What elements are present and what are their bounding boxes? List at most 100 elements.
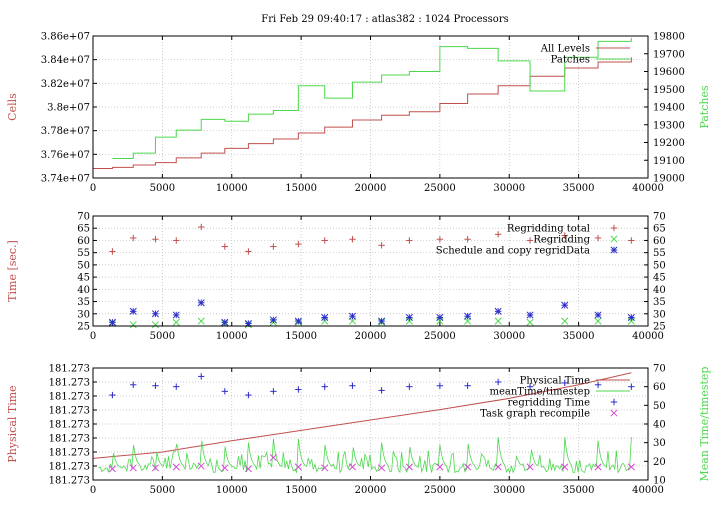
legend-marker-d2 (610, 235, 618, 243)
data-point-d2 (321, 313, 329, 321)
x-tick-label: 30000 (493, 183, 525, 194)
y-tick-label: 30 (77, 309, 90, 320)
data-point-d2 (321, 464, 329, 472)
y-tick-label: 3.76e+07 (41, 150, 90, 161)
y-tick-label-right: 50 (653, 260, 666, 271)
data-point-d2 (294, 463, 302, 471)
y2-tick-label: 19000 (653, 174, 685, 185)
data-point-d2 (494, 307, 502, 315)
x-tick-label: 5000 (150, 183, 175, 194)
chart-title: Fri Feb 29 09:40:17 : atlas382 : 1024 Pr… (261, 14, 509, 25)
legend-label: Regridding (533, 235, 590, 246)
data-point-d2 (172, 463, 180, 471)
panel-2: 0 5000 10000 15000 20000 25000 30000 35000 40000… (6, 212, 666, 343)
data-point-d2 (197, 299, 205, 307)
y-tick-label-right: 30 (653, 309, 666, 320)
y-tick-label: 50 (77, 260, 90, 271)
data-point-d2 (269, 316, 277, 324)
y-axis-label: Cells (6, 93, 19, 121)
series-meantime-timestep (98, 437, 632, 474)
series-regridding-time (109, 373, 635, 399)
y-tick-label: 60 (77, 236, 90, 247)
data-point-d2 (108, 465, 116, 473)
data-point-d2 (594, 317, 602, 325)
data-point-d2 (594, 311, 602, 319)
data-point-d2 (464, 312, 472, 320)
y2-axis-label: Mean Time/timestep (698, 367, 711, 482)
y2-tick-label: 19300 (653, 120, 685, 131)
y-axis-label: Time [sec.] (6, 240, 19, 302)
x-tick-label: 15000 (285, 183, 317, 194)
y-tick-label: 35 (77, 297, 90, 308)
y-tick-label: 181.273 (49, 462, 90, 473)
y-tick-label-right: 65 (653, 224, 666, 235)
y2-tick-label: 30 (653, 438, 666, 449)
data-point-d2 (464, 463, 472, 471)
y-tick-label-right: 60 (653, 236, 666, 247)
data-point-d2 (348, 312, 357, 320)
legend-marker-d2 (610, 409, 618, 417)
data-point-d2 (378, 464, 386, 472)
x-tick-label: 10000 (216, 183, 248, 194)
data-point-d2 (197, 462, 205, 470)
x-tick-label: 0 (90, 183, 96, 194)
y2-tick-label: 19600 (653, 67, 685, 78)
plot-frame (92, 367, 649, 481)
plot-frame (92, 35, 649, 179)
y2-tick-label: 40 (653, 420, 666, 431)
legend-label: meanTime/timestep (489, 387, 590, 398)
data-point-d2 (405, 463, 413, 471)
data-point-d2 (627, 313, 635, 321)
y-tick-label-right: 45 (653, 273, 666, 284)
y-tick-label-right: 55 (653, 248, 666, 259)
x-tick-label: 35000 (563, 485, 595, 496)
x-tick-label: 10000 (216, 485, 248, 496)
panel-3: 0 5000 10000 15000 20000 25000 30000 35000 40000… (6, 364, 711, 497)
data-point-d2 (526, 318, 534, 326)
x-tick-label: 20000 (355, 183, 387, 194)
y-tick-label: 3.82e+07 (41, 79, 90, 90)
x-tick-label: 40000 (632, 331, 664, 342)
y-tick-label: 55 (77, 248, 90, 259)
data-point-d2 (405, 313, 413, 321)
y2-axis-label: Patches (698, 85, 711, 129)
series-regridding-total (109, 223, 635, 255)
series-schedule-and-copy-regriddata (108, 299, 635, 328)
x-tick-label: 15000 (285, 331, 317, 342)
x-tick-label: 20000 (355, 331, 387, 342)
data-point-d2 (197, 317, 205, 325)
plot-frame (92, 215, 649, 327)
y2-tick-label: 70 (653, 364, 666, 375)
data-point-d2 (526, 463, 534, 471)
x-tick-label: 5000 (150, 485, 175, 496)
data-point-d2 (172, 318, 180, 326)
series-line (92, 372, 632, 459)
legend-label: All Levels (540, 44, 590, 55)
y2-tick-label: 50 (653, 401, 666, 412)
y-tick-label-right: 25 (653, 322, 666, 333)
y-tick-label: 181.273 (49, 392, 90, 403)
data-point-d2 (436, 313, 444, 321)
y-tick-label-right: 35 (653, 297, 666, 308)
data-point-d2 (244, 465, 252, 473)
y2-tick-label: 19100 (653, 156, 685, 167)
data-point-d2 (269, 454, 277, 462)
legend-label: Task graph recompile (480, 409, 590, 420)
y2-tick-label: 19700 (653, 49, 685, 60)
y2-tick-label: 19200 (653, 138, 685, 149)
y2-tick-label: 10 (653, 476, 666, 487)
y-tick-label: 3.86e+07 (41, 32, 90, 43)
data-point-d2 (151, 321, 159, 329)
series-task-graph-recompile (108, 454, 635, 473)
series-line (112, 37, 632, 159)
legend-label: Patches (551, 55, 590, 66)
y-tick-label: 3.84e+07 (41, 55, 90, 66)
legend-label: Regridding total (507, 224, 590, 235)
data-point-d2 (561, 317, 569, 325)
data-point-d2 (294, 317, 302, 325)
legend-label: Physical Time (520, 376, 590, 387)
y-tick-label-right: 70 (653, 212, 666, 223)
y2-tick-label: 19500 (653, 85, 685, 96)
